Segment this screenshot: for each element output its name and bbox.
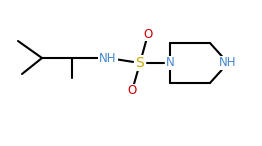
Text: N: N — [166, 57, 174, 69]
Text: O: O — [127, 85, 137, 98]
Text: NH: NH — [219, 57, 237, 69]
Text: O: O — [143, 27, 153, 40]
Text: NH: NH — [99, 52, 117, 65]
Text: S: S — [136, 56, 144, 70]
